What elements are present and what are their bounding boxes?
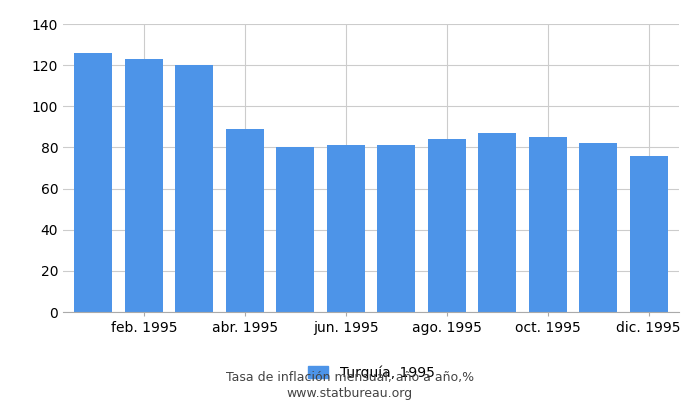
Text: www.statbureau.org: www.statbureau.org (287, 388, 413, 400)
Bar (125, 59, 162, 312)
Text: Tasa de inflación mensual, año a año,%: Tasa de inflación mensual, año a año,% (226, 372, 474, 384)
Bar (478, 133, 516, 312)
Bar (630, 156, 668, 312)
Legend: Turquía, 1995: Turquía, 1995 (307, 365, 435, 380)
Bar (74, 53, 112, 312)
Bar (226, 129, 264, 312)
Bar (428, 139, 466, 312)
Bar (377, 145, 415, 312)
Bar (327, 145, 365, 312)
Bar (276, 148, 314, 312)
Bar (528, 137, 567, 312)
Bar (175, 65, 214, 312)
Bar (580, 143, 617, 312)
